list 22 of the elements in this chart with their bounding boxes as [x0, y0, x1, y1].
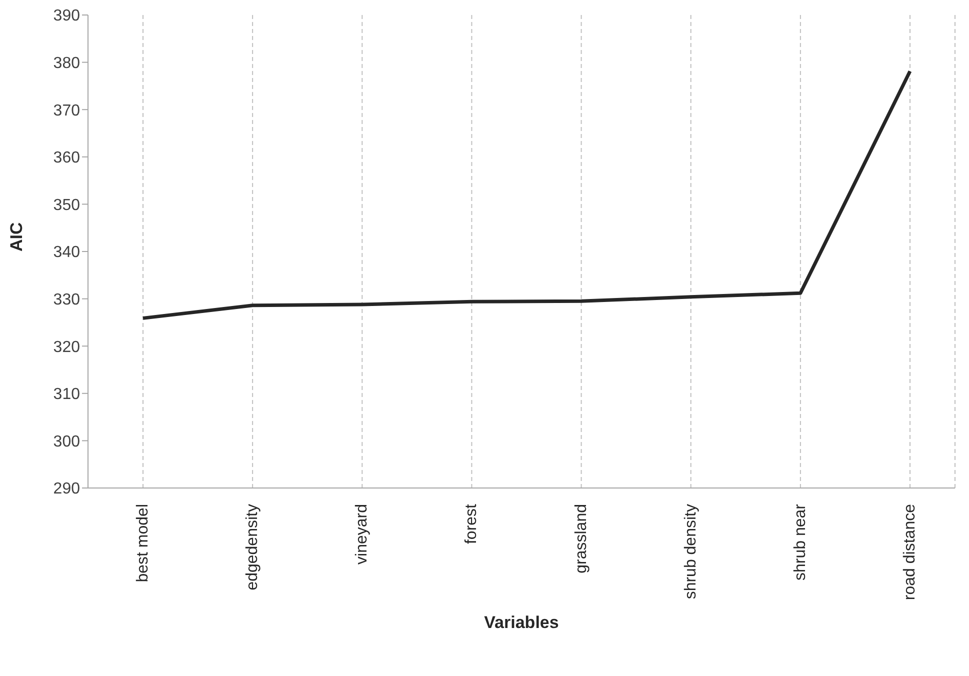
y-tick-label: 340 [53, 244, 80, 262]
y-tick-label: 380 [53, 54, 80, 72]
x-tick-label: grassland [572, 504, 590, 574]
x-tick-label: forest [463, 503, 480, 544]
x-tick-label: shrub near [792, 503, 809, 580]
y-tick-label: 350 [53, 196, 80, 214]
x-tick-label: edgedensity [244, 504, 262, 590]
x-tick-label: road distance [902, 504, 918, 600]
x-axis-title: Variables [484, 613, 559, 632]
x-tick-label: best model [134, 504, 152, 582]
line-series [141, 70, 912, 320]
y-tick-label: 320 [53, 338, 80, 356]
y-tick-label: 360 [53, 150, 80, 167]
y-tick-label: 310 [53, 386, 80, 404]
y-tick-label: 330 [53, 291, 80, 308]
x-tick-label: shrub density [682, 504, 700, 600]
y-tick-label: 390 [53, 8, 80, 25]
y-tick-label: 290 [53, 480, 80, 498]
x-tick-label: vineyard [354, 504, 371, 564]
y-tick-label: 300 [53, 433, 80, 450]
y-axis-title: AIC [7, 222, 26, 252]
y-tick-label: 370 [53, 102, 80, 120]
